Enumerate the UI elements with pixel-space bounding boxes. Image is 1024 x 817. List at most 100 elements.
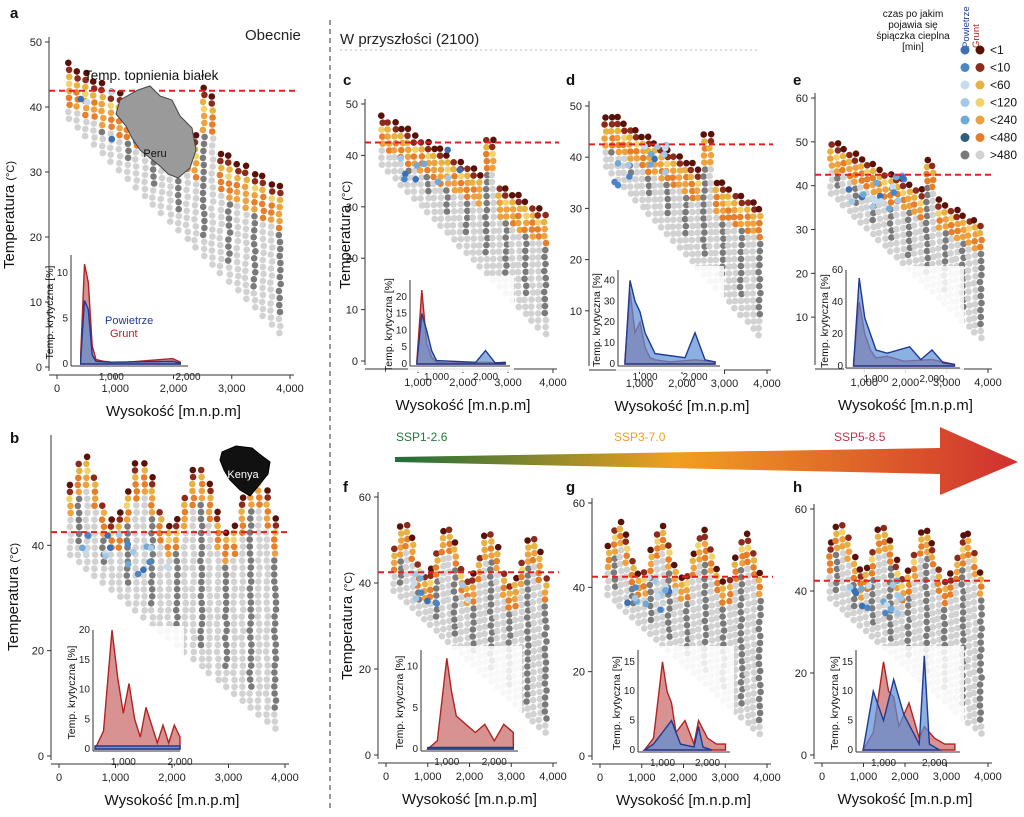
- data-point: [744, 705, 751, 713]
- data-point: [653, 531, 661, 538]
- data-point: [391, 573, 399, 581]
- data-point: [403, 577, 410, 585]
- data-point: [851, 178, 858, 185]
- data-point: [487, 545, 495, 552]
- data-point: [131, 467, 139, 474]
- data-point: [487, 566, 494, 573]
- data-point: [437, 166, 445, 173]
- data-point: [198, 648, 206, 656]
- data-point: [234, 237, 242, 245]
- inset-y-tick-label: 20: [79, 625, 91, 636]
- data-point: [863, 592, 870, 600]
- data-point: [410, 139, 418, 146]
- data-point: [756, 646, 763, 654]
- data-point: [614, 127, 622, 135]
- data-point: [205, 606, 213, 614]
- data-point: [508, 241, 515, 248]
- data-point: [941, 599, 949, 607]
- data-point: [948, 221, 955, 229]
- data-point: [91, 565, 98, 572]
- data-point: [517, 622, 525, 630]
- data-point: [488, 171, 496, 179]
- data-point-air: [417, 574, 424, 582]
- data-point: [738, 651, 746, 658]
- data-point: [264, 613, 272, 620]
- inset-y-tick-label: 0: [84, 744, 90, 755]
- data-point: [436, 201, 444, 208]
- data-point: [487, 601, 495, 608]
- data-point: [259, 277, 267, 285]
- data-point: [701, 166, 709, 173]
- data-point: [719, 634, 727, 641]
- data-point: [511, 637, 518, 645]
- data-point: [190, 550, 198, 558]
- data-point: [682, 222, 690, 230]
- legend-title-line: pojawia się: [888, 20, 938, 31]
- data-point: [701, 540, 709, 548]
- data-point: [484, 234, 491, 242]
- data-point: [719, 214, 726, 221]
- inset-y-tick-label: 10: [604, 338, 616, 349]
- data-point: [213, 620, 221, 628]
- y-tick-label: 60: [796, 93, 808, 105]
- data-point: [444, 638, 452, 646]
- data-point: [277, 189, 284, 197]
- data-point: [98, 516, 106, 523]
- data-point: [947, 249, 954, 257]
- data-point: [676, 216, 684, 223]
- data-point: [959, 219, 967, 227]
- data-point: [267, 223, 275, 230]
- data-point: [965, 621, 972, 629]
- data-point: [706, 172, 713, 180]
- data-point: [508, 227, 516, 234]
- data-point: [833, 168, 841, 175]
- data-point: [687, 173, 695, 181]
- data-point: [700, 215, 707, 222]
- data-point: [971, 549, 978, 557]
- data-point: [224, 152, 232, 159]
- data-point: [73, 68, 81, 75]
- data-point: [972, 266, 979, 273]
- data-point: [116, 124, 123, 132]
- data-point: [451, 616, 458, 623]
- data-point: [689, 634, 696, 642]
- data-point: [706, 214, 713, 222]
- data-point: [846, 151, 853, 159]
- data-point: [255, 676, 263, 683]
- data-point: [272, 655, 280, 662]
- data-point: [695, 605, 702, 612]
- data-point: [839, 571, 846, 578]
- y-tick-label: 40: [796, 181, 808, 193]
- inset-x-tick-label: 1,000: [99, 372, 124, 383]
- data-point: [834, 572, 841, 580]
- data-point: [494, 585, 502, 593]
- data-point: [886, 248, 894, 255]
- data-point: [230, 641, 238, 649]
- data-point: [653, 615, 661, 622]
- data-point: [948, 242, 955, 250]
- data-point: [941, 258, 949, 265]
- data-point: [719, 207, 727, 214]
- data-point: [92, 481, 99, 489]
- data-point: [689, 194, 696, 202]
- data-point: [924, 240, 931, 248]
- data-point: [750, 655, 757, 662]
- inset-y-tick-label: 15: [842, 657, 854, 668]
- data-point: [271, 613, 278, 620]
- data-point: [965, 586, 972, 594]
- data-point: [826, 553, 833, 560]
- data-point: [444, 194, 452, 201]
- data-point: [708, 581, 715, 588]
- data-point: [929, 232, 936, 240]
- data-point: [221, 634, 229, 642]
- inset-x-tick-label: 1,000: [424, 372, 449, 383]
- data-point: [696, 535, 704, 542]
- data-point: [875, 554, 882, 561]
- data-point: [470, 598, 477, 605]
- data-point: [916, 634, 924, 641]
- data-point: [384, 126, 391, 133]
- legend-title-line: czas po jakim: [883, 9, 944, 20]
- data-point: [724, 284, 732, 291]
- data-point: [91, 99, 98, 106]
- data-point: [535, 625, 543, 633]
